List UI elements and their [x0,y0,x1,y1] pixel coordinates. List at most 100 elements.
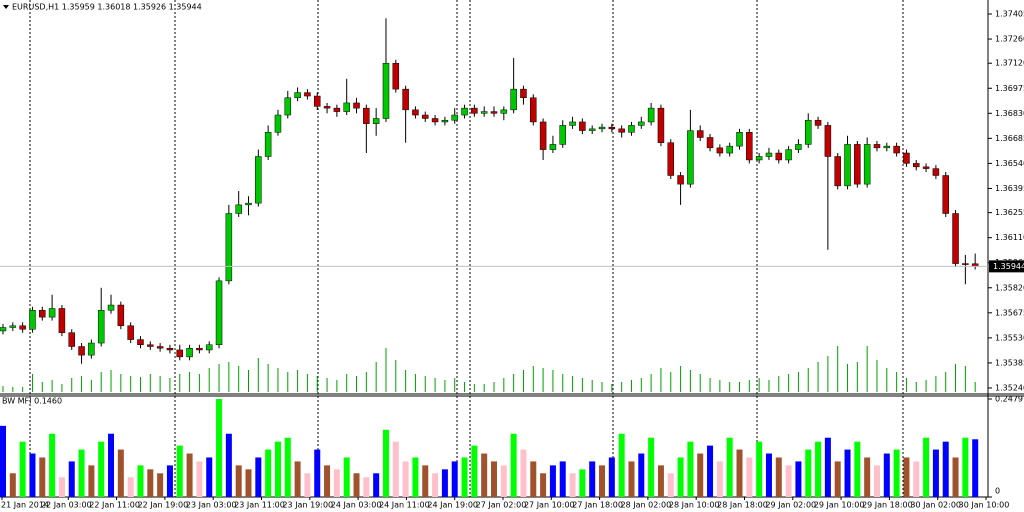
candle-body [392,62,400,90]
candle-body [530,97,537,123]
candle-body [500,109,508,114]
candle-body [274,114,282,133]
mfi-bar [883,453,890,497]
candle-body [569,121,576,126]
mfi-bar [255,457,262,497]
mfi-bar [923,437,930,497]
candle-body [58,308,66,333]
candle-body [235,204,242,214]
mfi-bar [815,441,822,497]
mfi-bar [785,465,792,497]
mfi-bar [422,465,429,497]
mfi-bar [756,441,763,497]
mfi-bar [294,461,301,497]
mfi-bar [265,449,272,497]
candle-body [107,304,115,311]
x-tick-label: 23 Jan 03:00 [186,501,237,510]
mfi-bar [284,437,291,497]
mfi-bar [648,437,655,497]
mfi-bar [373,473,380,497]
mfi-bar [736,449,743,497]
mfi-bar [49,433,56,497]
mfi-bar [432,473,439,497]
mfi-bar [29,453,36,497]
day-separators [29,0,904,497]
candle-body [726,145,733,154]
candle-body [942,175,949,214]
candle-body [765,152,773,157]
candle-body [215,280,223,346]
x-tick-label: 27 Jan 10:00 [524,501,575,510]
candle-body [804,119,812,145]
mfi-bar [746,457,753,497]
x-tick-label: 30 Jan 02:00 [910,501,961,510]
candle-body [294,92,301,99]
y-tick-label: 1.37405 [995,9,1024,18]
mfi-bar [903,457,910,497]
candle-body [598,126,606,130]
candle-body [618,128,625,133]
mfi-bar [844,449,851,497]
candle-body [363,107,370,124]
candle-body [490,111,498,114]
candle-body [608,126,616,130]
candle-body [588,128,596,131]
x-tick-label: 30 Jan 10:00 [959,501,1010,510]
y-tick-label: 0 [995,487,1000,496]
candle-body [677,175,684,185]
candle-body [19,325,26,330]
candle-body [382,62,390,119]
mfi-bar [353,473,360,497]
candle-body [333,107,341,112]
y-tick-label: 1.35385 [995,358,1024,367]
candle-body [264,132,272,157]
candle-body [775,152,783,161]
candle-body [785,149,792,161]
mfi-bar [441,469,448,497]
candle-body [706,137,714,149]
y-tick-label: 1.36395 [995,184,1024,193]
y-tick-label: 1.35820 [995,283,1024,292]
mfi-bar [677,457,684,497]
mfi-bar [314,449,321,497]
mfi-bar [225,433,232,497]
candle-body [343,102,350,112]
candle-body [78,346,85,356]
candle-body [313,95,321,107]
mfi-bar [952,457,959,497]
mfi-bar [638,453,645,497]
mfi-bar [824,437,831,497]
y-tick-label: 1.36255 [995,208,1024,217]
candle-body [471,107,478,114]
x-tick-label: 24 Jan 19:00 [427,501,478,510]
mfi-bar [667,473,674,497]
mfi-bar [343,457,350,497]
y-tick-label: 1.36830 [995,109,1024,118]
candle-body [117,304,125,327]
candle-body [225,213,233,282]
x-tick-label: 28 Jan 02:00 [621,501,672,510]
candle-body [716,147,724,154]
menu-arrow[interactable] [3,5,9,9]
mfi-bar [540,473,547,497]
candle-body [893,145,900,154]
candle-body [127,325,134,340]
candle-body [657,107,665,143]
mfi-bar [599,465,606,497]
candle-body [186,347,193,358]
mfi-bar [608,457,615,497]
y-tick-label: 1.36540 [995,159,1024,168]
mfi-bar [274,441,281,497]
mfi-bar [157,473,164,497]
mfi-bar [108,433,115,497]
mfi-bar [19,441,26,497]
x-tick-label: 24 Jan 03:00 [331,501,382,510]
mfi-bar [147,469,154,497]
mfi-bar [58,477,65,497]
current-price-label: 1.35944 [993,262,1024,271]
mfi-bar [304,473,311,497]
candle-body [402,88,409,111]
mfi-bar [471,445,478,497]
